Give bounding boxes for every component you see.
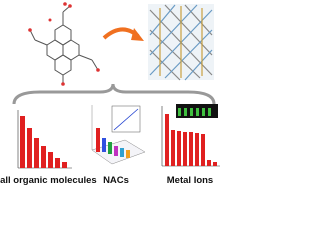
graphical-abstract: Small organic molecules NACs Metal Ions <box>0 2 220 186</box>
chart-nacs <box>91 105 146 165</box>
arrow-head <box>131 28 144 41</box>
crystal-structure <box>148 4 214 81</box>
caption: Metal Ions <box>167 175 213 186</box>
atoms <box>28 2 100 86</box>
caption: NACs <box>103 175 129 186</box>
chart-metal-ions <box>161 104 220 167</box>
brace <box>12 83 216 105</box>
page: {"captions": ["Small organic molecules",… <box>0 2 220 186</box>
caption: Small organic molecules <box>0 175 97 186</box>
chart-small-molecules <box>17 110 72 169</box>
molecule <box>29 5 99 84</box>
